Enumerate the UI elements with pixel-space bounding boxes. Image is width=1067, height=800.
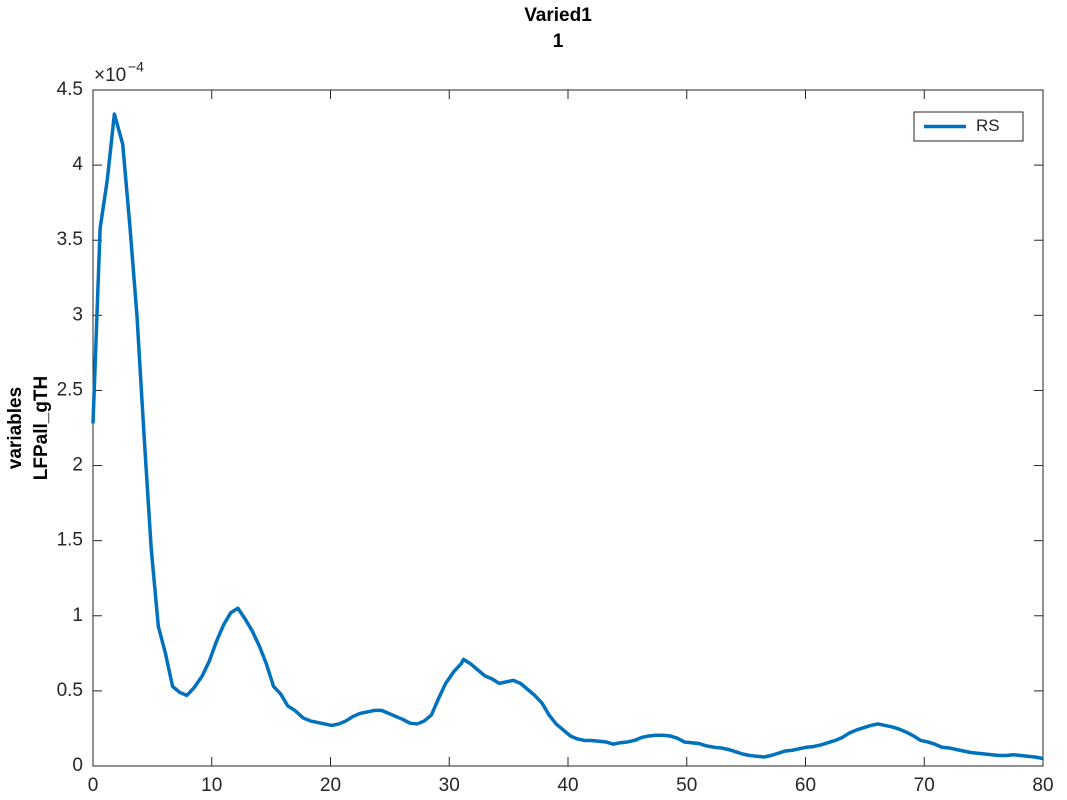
- x-tick-label: 30: [439, 775, 460, 796]
- x-tick-label: 60: [795, 775, 816, 796]
- x-tick-label: 50: [676, 775, 697, 796]
- x-tick-label: 70: [914, 775, 935, 796]
- legend-label: RS: [976, 116, 1000, 135]
- chart-title: 1: [553, 31, 564, 52]
- y-tick-label: 4: [72, 154, 83, 175]
- x-tick-label: 40: [557, 775, 578, 796]
- y-axis-label: LFPall_gTH: [31, 376, 52, 481]
- y-tick-label: 0.5: [57, 680, 83, 701]
- y-tick-label: 4.5: [57, 79, 83, 100]
- line-series: [91, 112, 1044, 761]
- x-tick-label: 20: [320, 775, 341, 796]
- y-tick-label: 3: [72, 304, 83, 325]
- chart-title: Varied1: [524, 5, 592, 26]
- y-exponent: −4: [128, 59, 144, 75]
- y-tick-label: 2.5: [57, 379, 83, 400]
- y-tick-label: 3.5: [57, 229, 83, 250]
- y-exponent-base: ×10: [94, 65, 126, 86]
- y-tick-label: 0: [72, 755, 83, 776]
- x-tick-label: 10: [201, 775, 222, 796]
- axes-box: [92, 89, 1044, 767]
- y-tick-label: 2: [72, 455, 83, 476]
- x-tick-label: 0: [88, 775, 99, 796]
- y-tick-label: 1: [72, 605, 83, 626]
- y-tick-label: 1.5: [57, 530, 83, 551]
- y-axis-label: variables: [5, 387, 26, 469]
- x-tick-label: 80: [1032, 775, 1053, 796]
